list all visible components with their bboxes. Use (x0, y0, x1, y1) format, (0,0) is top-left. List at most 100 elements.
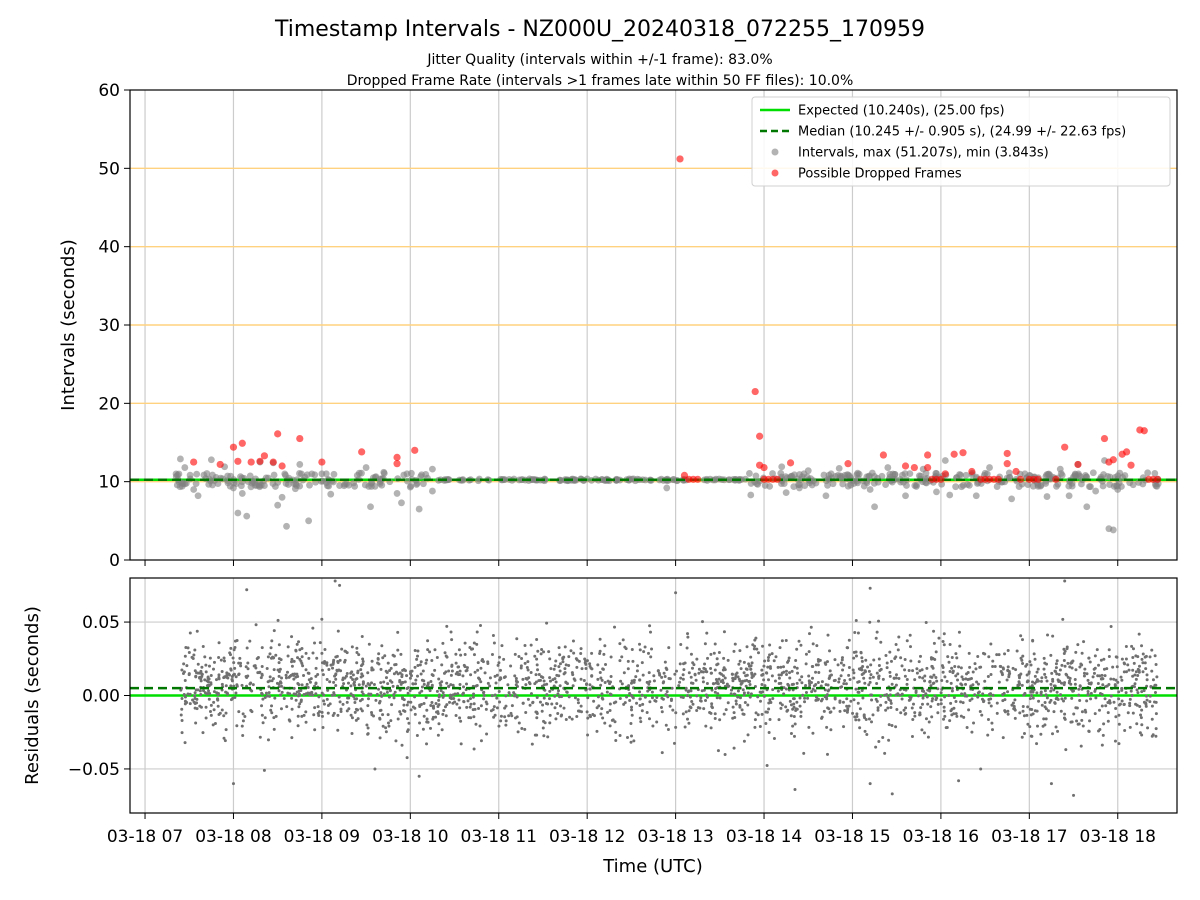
residual-point (472, 747, 476, 751)
residual-point (1033, 674, 1037, 678)
residual-point (1079, 744, 1083, 748)
residual-point (222, 736, 226, 740)
residual-point (360, 635, 364, 639)
x-tick-label: 03-18 12 (549, 827, 625, 847)
residual-point (695, 694, 699, 698)
residual-point (296, 714, 300, 718)
residual-point (297, 705, 301, 709)
residual-point (309, 677, 313, 681)
residual-point (231, 656, 235, 660)
residual-point (442, 671, 446, 675)
residual-point (738, 649, 742, 653)
residual-point (308, 691, 312, 695)
residual-point (1063, 712, 1067, 716)
residual-point (578, 709, 582, 713)
residual-point (1049, 689, 1053, 693)
residual-point (294, 675, 298, 679)
residual-point (331, 660, 335, 664)
interval-point (362, 464, 370, 471)
residual-point (595, 706, 599, 710)
residual-point (307, 656, 311, 660)
residual-point (772, 736, 776, 740)
residual-point (842, 682, 846, 686)
residual-point (689, 675, 693, 679)
residual-point (650, 647, 654, 651)
residual-point (408, 689, 412, 693)
residual-point (385, 690, 389, 694)
residual-point (457, 665, 461, 669)
residual-point (579, 651, 583, 655)
residual-point (306, 685, 310, 689)
residual-point (874, 636, 878, 640)
residual-point (789, 714, 793, 718)
residual-point (342, 682, 346, 686)
residual-point (929, 675, 933, 679)
residual-point (356, 669, 360, 673)
residual-point (620, 682, 624, 686)
residual-point (206, 675, 210, 679)
residual-point (1129, 689, 1133, 693)
residual-point (792, 705, 796, 709)
residual-point (1027, 671, 1031, 675)
residual-point (540, 709, 544, 713)
residual-point (1107, 648, 1111, 652)
residual-point (1117, 690, 1121, 694)
residual-point (185, 664, 189, 668)
residual-point (1086, 678, 1090, 682)
interval-point (243, 512, 251, 520)
residual-point (336, 659, 340, 663)
interval-point (829, 480, 837, 488)
residual-point (1114, 678, 1118, 682)
residual-point (960, 692, 964, 696)
residual-point (939, 698, 943, 702)
residual-point (528, 703, 532, 707)
interval-point (906, 470, 914, 478)
residual-point (425, 684, 429, 688)
residual-point (1109, 694, 1113, 698)
residual-point (479, 739, 483, 743)
residual-point (1024, 664, 1028, 668)
residual-point (1128, 697, 1132, 701)
residual-point (341, 702, 345, 706)
residual-point (1101, 733, 1105, 737)
residual-point (776, 665, 780, 669)
residual-point (468, 705, 472, 709)
residual-point (1026, 722, 1030, 726)
dropped-frame-point (751, 387, 759, 396)
residual-point (347, 696, 351, 700)
residual-point (620, 655, 624, 659)
residual-point (1052, 710, 1056, 714)
residual-point (523, 727, 527, 731)
residual-point (847, 665, 851, 669)
interval-point (981, 469, 989, 477)
residual-point (976, 682, 980, 686)
interval-point (274, 501, 282, 509)
residual-point (858, 707, 862, 711)
residual-point (738, 659, 742, 663)
residual-point (1061, 617, 1065, 621)
residual-point (352, 682, 356, 686)
residual-point (954, 700, 958, 704)
residual-point (799, 714, 803, 718)
residual-point (816, 697, 820, 701)
residual-point (482, 690, 486, 694)
residual-point (641, 702, 645, 706)
residual-point (567, 655, 571, 659)
dropped-frame-point (238, 439, 246, 447)
residual-point (685, 717, 689, 721)
residual-point (918, 675, 922, 679)
residual-point (662, 671, 666, 675)
interval-point (921, 475, 929, 483)
residual-point (790, 683, 794, 687)
residual-point (749, 667, 753, 671)
dropped-frame-point (1127, 461, 1135, 469)
residual-point (875, 699, 879, 703)
residual-point (1089, 697, 1093, 701)
residual-point (485, 732, 489, 736)
interval-point (769, 470, 776, 477)
residual-point (721, 678, 725, 682)
residual-point (321, 673, 325, 677)
residual-point (729, 692, 733, 696)
residual-point (533, 682, 537, 686)
residual-point (1085, 672, 1089, 676)
